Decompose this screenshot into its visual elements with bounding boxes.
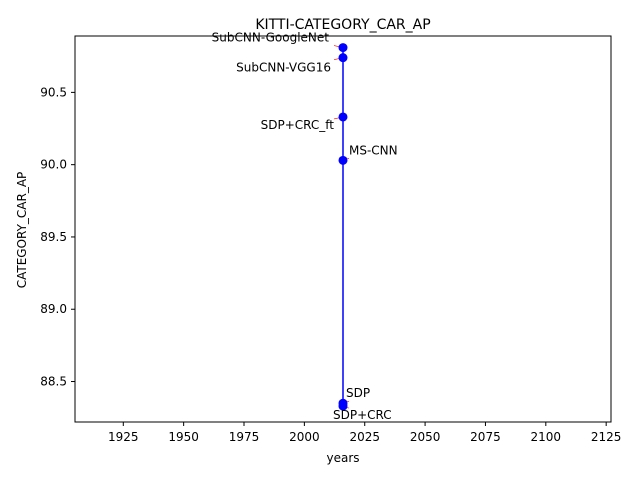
point-label: SDP+CRC [333,408,392,422]
data-point [338,401,348,411]
point-label: SDP [346,386,370,400]
plot-area: 1925 1950 1975 2000 2025 2050 2075 2100 2125 88.5… [40,31,621,444]
y-tick-label: 89.0 [40,302,67,316]
data-point [338,155,348,165]
point-label: SubCNN-VGG16 [236,61,331,75]
x-tick-label: 2075 [470,430,501,444]
y-tick-label: 90.0 [40,158,67,172]
x-tick-label: 1950 [168,430,199,444]
x-tick-label: 1925 [108,430,139,444]
x-tick-label: 2100 [531,430,562,444]
point-label: SubCNN-GoogleNet [212,31,330,45]
plot-frame [74,35,612,423]
x-axis-label: years [326,451,359,465]
x-tick-label: 2125 [591,430,622,444]
y-tick-label: 89.5 [40,230,67,244]
y-tick-label: 88.5 [40,375,67,389]
x-tick-label: 2025 [349,430,380,444]
data-point [338,53,348,63]
x-tick-label: 1975 [229,430,260,444]
point-label: MS-CNN [349,143,398,157]
y-axis-label: CATEGORY_CAR_AP [15,172,29,289]
point-label: SDP+CRC_ft [261,118,335,132]
x-tick-label: 2050 [410,430,441,444]
chart-title: KITTI-CATEGORY_CAR_AP [255,17,430,33]
data-point [338,112,348,122]
data-point [338,43,348,53]
y-tick-label: 90.5 [40,85,67,99]
x-tick-label: 2000 [289,430,320,444]
